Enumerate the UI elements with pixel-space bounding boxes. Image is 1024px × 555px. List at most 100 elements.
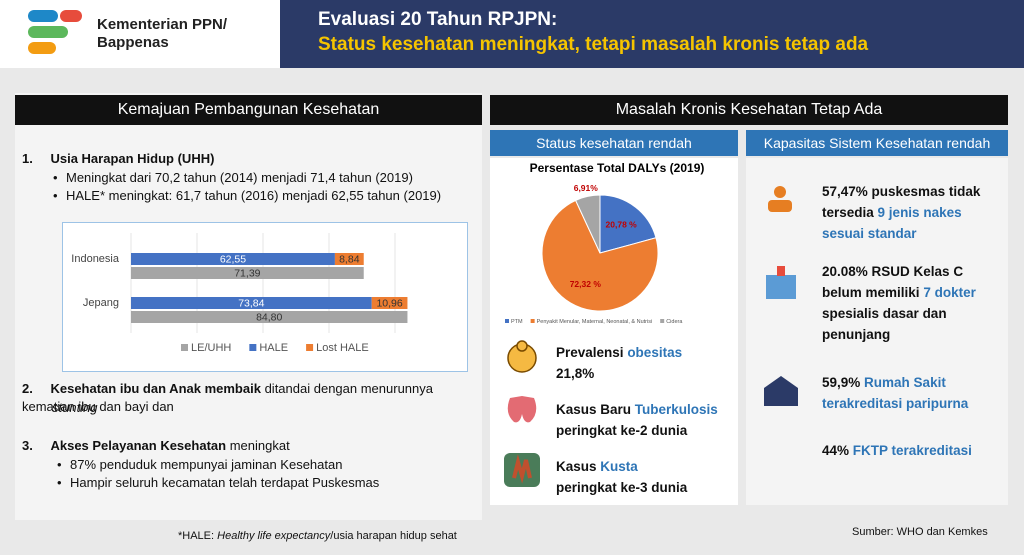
bullet-list: • 87% penduduk mempunyai jaminan Kesehata… xyxy=(57,457,380,490)
item-text: Kasus xyxy=(556,459,597,474)
panel-heading: Kemajuan Pembangunan Kesehatan xyxy=(15,95,482,125)
item-highlight: Kusta xyxy=(600,459,638,474)
bullet: HALE* meningkat: 61,7 tahun (2016) menja… xyxy=(66,188,442,203)
pie-slice xyxy=(599,194,657,254)
sub-heading: Status kesehatan rendah xyxy=(490,130,738,156)
bullet: 87% penduduk mempunyai jaminan Kesehatan xyxy=(70,457,343,472)
value-label: 72,32 % xyxy=(570,279,602,289)
icon xyxy=(777,266,785,276)
bar xyxy=(131,267,364,279)
item-number: 1. xyxy=(22,151,33,166)
item: 2. Kesehatan ibu dan Anak membaik ditand… xyxy=(22,380,472,416)
bar-chart: Indonesia 71,39 62,55 8,84 Jepang 84,80 73,84 1… xyxy=(62,222,468,372)
category-label: Indonesia xyxy=(71,253,120,265)
item-title: Usia Harapan Hidup (UHH) xyxy=(50,151,215,166)
chart-title: Persentase Total DALYs (2019) xyxy=(530,161,705,175)
icons xyxy=(504,340,540,487)
legend-swatch xyxy=(530,319,535,323)
sub-heading: Kapasitas Sistem Kesehatan rendah xyxy=(746,130,1008,156)
icon xyxy=(516,340,528,352)
list-item: 20.08% RSUD Kelas C belum memiliki 7 dok… xyxy=(822,261,1000,345)
value-label: 10,96 xyxy=(376,297,402,309)
footnote-suffix: /usia harapan hidup sehat xyxy=(330,530,457,542)
bar xyxy=(371,297,408,309)
icon xyxy=(507,396,537,423)
icon xyxy=(764,376,798,388)
bar xyxy=(334,253,364,265)
legend-label: Penyakit Menular, Maternal, Neonatal, & … xyxy=(537,319,653,325)
item-italic: stunting xyxy=(52,400,98,415)
legend-label: HALE xyxy=(259,342,288,354)
item-highlight: FKTP terakreditasi xyxy=(852,443,972,458)
bar xyxy=(131,311,408,323)
item-text: meningkat xyxy=(229,438,290,453)
value-label: 8,84 xyxy=(339,253,360,265)
value-label: 71,39 xyxy=(234,267,260,279)
footnote-italic: Healthy life expectancy xyxy=(217,530,331,542)
pie-slice xyxy=(574,194,601,254)
logo xyxy=(28,10,82,54)
item-cont: stunting xyxy=(52,399,472,417)
pie-slice xyxy=(541,199,659,312)
bar xyxy=(131,253,335,265)
item-text: ditandai dengan menurunnya kematian ibu … xyxy=(22,381,433,414)
legend-label: PTM xyxy=(511,319,523,325)
item-number: 2. xyxy=(22,381,33,396)
item-highlight: Tuberkulosis xyxy=(634,402,718,417)
item-highlight: 9 jenis nakes sesuai standar xyxy=(822,205,962,241)
logo-area: Kementerian PPN/ Bappenas xyxy=(0,0,280,68)
legend-swatch xyxy=(249,344,257,351)
bullet: Meningkat dari 70,2 tahun (2014) menjadi… xyxy=(66,170,413,185)
bullet-list: • Meningkat dari 70,2 tahun (2014) menjad… xyxy=(53,170,442,203)
icons xyxy=(764,186,798,406)
value-label: 62,55 xyxy=(220,253,246,265)
item-title: Akses Pelayanan Kesehatan xyxy=(50,438,227,453)
source: Sumber: WHO dan Kemkes xyxy=(852,526,988,538)
subtitle: Status kesehatan meningkat, tetapi masal… xyxy=(318,34,869,55)
footnote: *HALE: Healthy life expectancy/usia hara… xyxy=(178,530,457,542)
icon xyxy=(768,200,792,212)
title: Evaluasi 20 Tahun RPJPN: xyxy=(318,9,558,30)
item-text: 59,9% xyxy=(822,375,861,390)
item-text: 21,8% xyxy=(556,366,595,381)
panel-heading: Masalah Kronis Kesehatan Tetap Ada xyxy=(490,95,1008,125)
list-item: Kasus Baru Tuberkulosis peringkat ke-2 du… xyxy=(556,399,736,441)
header-banner: Evaluasi 20 Tahun RPJPN: Status kesehata… xyxy=(280,0,1024,68)
bar xyxy=(131,297,372,309)
item-text: 57,47% puskesmas tidak tersedia xyxy=(822,184,981,220)
pie-chart: Persentase Total DALYs (2019) 20,78 % 72,3… xyxy=(505,161,705,325)
list-item: 59,9% Rumah Sakit terakreditasi paripurn… xyxy=(822,372,1000,414)
list-item: Prevalensi obesitas 21,8% xyxy=(556,342,736,384)
item-text: peringkat ke-2 dunia xyxy=(556,423,688,438)
item-text: 44% xyxy=(822,443,850,458)
value-label: 20,78 % xyxy=(606,220,638,230)
list-item: Kasus Kusta peringkat ke-3 dunia xyxy=(556,456,736,498)
item-highlight: Rumah Sakit terakreditasi paripurna xyxy=(822,375,969,411)
item-number: 3. xyxy=(22,438,33,453)
legend-swatch xyxy=(181,344,188,351)
legend-label: Cidera xyxy=(666,319,683,325)
item-highlight: obesitas xyxy=(627,345,683,360)
bullet: Hampir seluruh kecamatan telah terdapat … xyxy=(70,475,380,490)
category-label: Jepang xyxy=(83,297,119,309)
footnote-prefix: *HALE: xyxy=(178,530,215,542)
capacity-box xyxy=(746,158,1008,505)
item: 3. Akses Pelayanan Kesehatan meningkat xyxy=(22,437,472,455)
item-text: Prevalensi xyxy=(556,345,624,360)
list-item: 57,47% puskesmas tidak tersedia 9 jenis … xyxy=(822,181,1000,244)
item-highlight: 7 dokter xyxy=(923,285,976,300)
legend-swatch xyxy=(505,319,509,323)
legend-swatch xyxy=(660,319,665,323)
value-label: 6,91% xyxy=(574,183,599,193)
item-text: spesialis dasar dan penunjang xyxy=(822,306,947,342)
item-text: peringkat ke-3 dunia xyxy=(556,480,688,495)
item-text: 20.08% RSUD Kelas C belum memiliki xyxy=(822,264,964,300)
item-text: Kasus Baru xyxy=(556,402,632,417)
icon xyxy=(764,388,798,406)
item-title: Kesehatan ibu dan Anak membaik xyxy=(50,381,261,396)
value-label: 84,80 xyxy=(256,311,282,323)
legend-label: Lost HALE xyxy=(316,342,369,354)
org-name: Kementerian PPN/ xyxy=(97,16,228,33)
icon xyxy=(766,275,796,299)
